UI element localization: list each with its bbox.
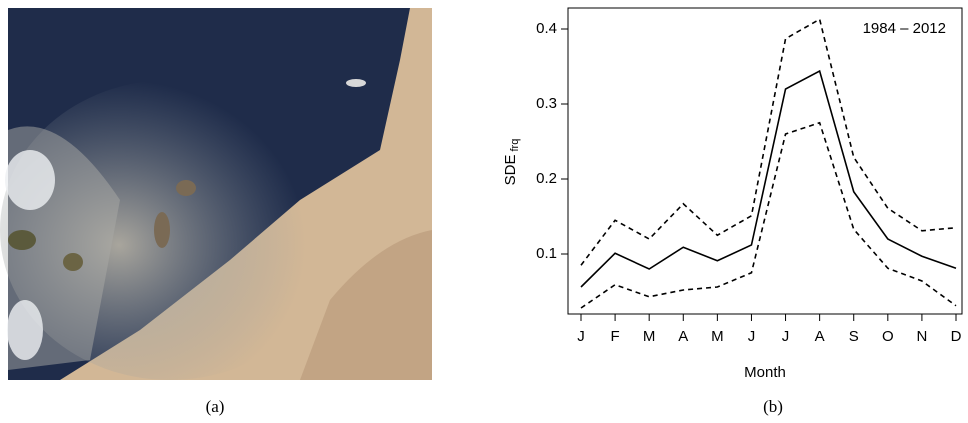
x-tick-label: N [916, 328, 927, 345]
line [580, 121, 957, 309]
satellite-image [0, 8, 432, 380]
island [346, 79, 366, 87]
y-tick-label: 0.1 [536, 245, 557, 262]
y-axis-label: SDE frq [502, 139, 521, 186]
x-tick-label: M [711, 328, 724, 345]
land [60, 8, 432, 380]
island [154, 212, 170, 248]
x-tick-label: J [577, 328, 585, 345]
clouds [7, 300, 43, 360]
x-tick-label: O [882, 328, 894, 345]
island [63, 253, 83, 271]
y-tick-label: 0.2 [536, 170, 557, 187]
x-tick-label: S [849, 328, 859, 345]
x-tick-label: F [611, 328, 620, 345]
island [176, 180, 196, 196]
y-tick-label: 0.3 [536, 95, 557, 112]
x-tick-label: A [678, 328, 688, 345]
y-axis-label-sub: frq [509, 139, 521, 152]
caption: (a) [206, 397, 225, 416]
line [580, 69, 957, 288]
line [580, 18, 957, 266]
x-tick-label: M [643, 328, 656, 345]
x-axis-label: Month [744, 364, 786, 381]
plot-frame [567, 7, 963, 315]
y-tick-label: 0.4 [536, 20, 557, 37]
caption: (b) [763, 397, 783, 416]
annotation: 1984 – 2012 [863, 20, 946, 37]
island [8, 230, 36, 250]
clouds [5, 150, 55, 210]
x-tick-label: D [951, 328, 962, 345]
x-tick-label: J [748, 328, 756, 345]
land-relief [300, 230, 432, 380]
x-tick-label: A [815, 328, 825, 345]
x-tick-label: J [782, 328, 790, 345]
y-axis-label-main: SDE [502, 155, 519, 186]
